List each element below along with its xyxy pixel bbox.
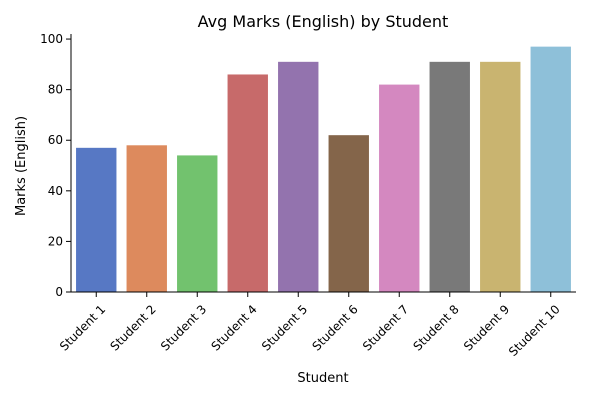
- x-tick-label: Student 9: [461, 302, 512, 353]
- x-tick-label: Student 2: [107, 302, 158, 353]
- bar-6: [328, 135, 369, 292]
- y-tick-label: 80: [48, 83, 63, 97]
- bar-8: [429, 61, 470, 292]
- bar-5: [278, 61, 319, 292]
- y-tick-label: 40: [48, 184, 63, 198]
- bar-7: [379, 84, 420, 293]
- bar-2: [126, 145, 167, 292]
- y-tick-label: 60: [48, 133, 63, 147]
- x-tick-label: Student 3: [158, 302, 209, 353]
- bar-4: [227, 74, 268, 293]
- x-tick-label: Student 7: [360, 302, 411, 353]
- x-tick-label: Student 1: [57, 302, 108, 353]
- y-tick-label: 0: [55, 285, 63, 299]
- bar-10: [530, 46, 571, 292]
- bar-1: [76, 147, 117, 292]
- bar-3: [177, 155, 218, 292]
- y-axis-label: Marks (English): [14, 116, 29, 216]
- y-tick-label: 100: [40, 32, 63, 46]
- x-tick-label: Student 10: [506, 302, 563, 359]
- x-tick-label: Student 8: [410, 302, 461, 353]
- chart-title: Avg Marks (English) by Student: [198, 12, 449, 31]
- x-tick-label: Student 6: [309, 302, 360, 353]
- x-axis-label: Student: [297, 371, 348, 386]
- y-tick-label: 20: [48, 234, 63, 248]
- x-tick-label: Student 5: [259, 302, 310, 353]
- bar-9: [480, 61, 521, 292]
- x-tick-label: Student 4: [208, 302, 259, 353]
